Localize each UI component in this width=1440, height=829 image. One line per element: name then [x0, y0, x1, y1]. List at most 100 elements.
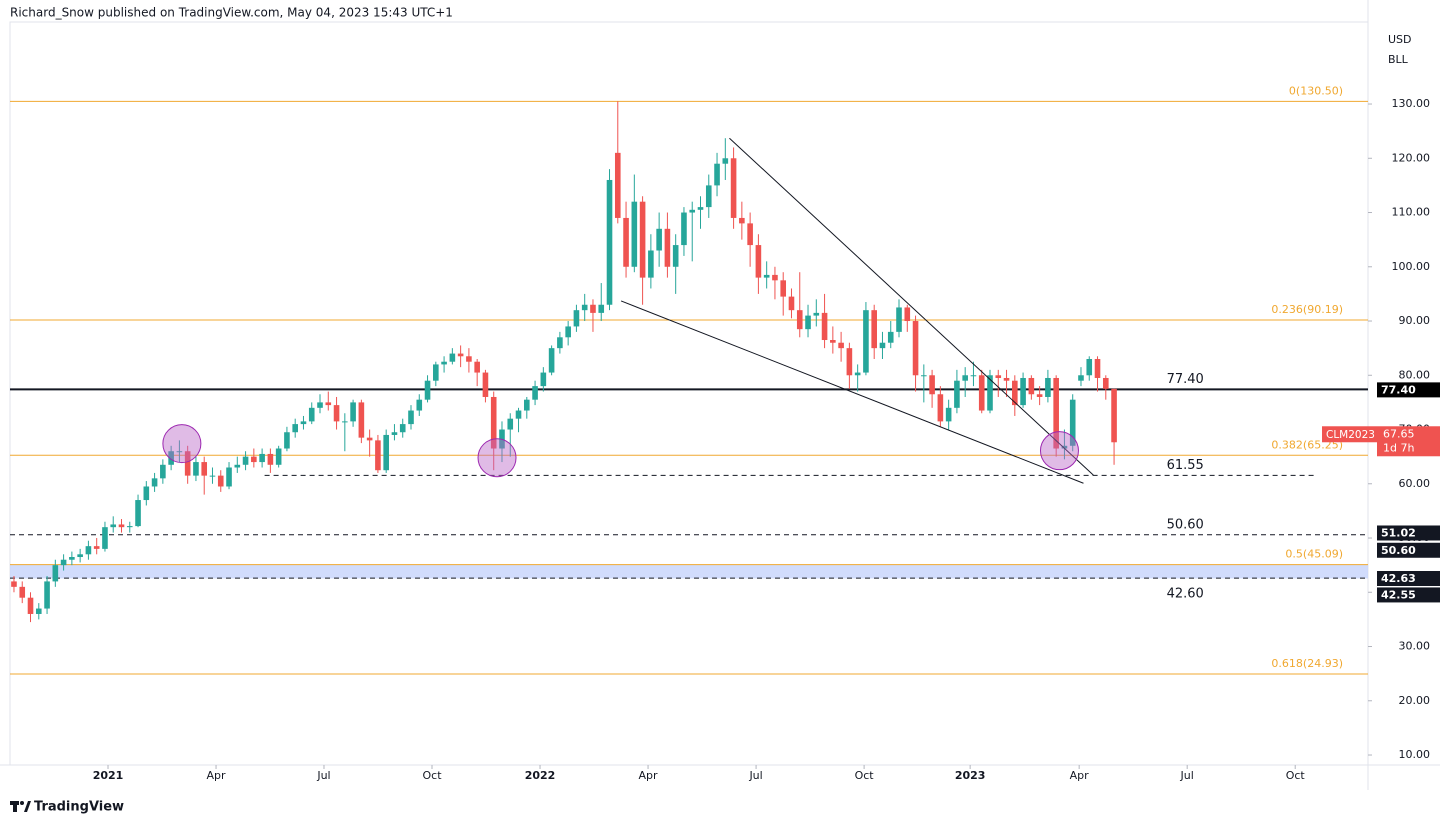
- candle-body: [1094, 358, 1101, 378]
- symbol-badge: [1322, 426, 1377, 443]
- candle-body: [424, 380, 431, 400]
- y-tick-label: 130.00: [1392, 97, 1431, 110]
- candle-body: [308, 407, 315, 422]
- y-tick-label: 80.00: [1399, 368, 1431, 381]
- candle-body: [1102, 377, 1109, 389]
- candle-body: [739, 217, 745, 224]
- candle-body: [648, 250, 654, 278]
- candle-body: [358, 402, 365, 438]
- fib-label: 0.618(24.93): [1271, 657, 1343, 670]
- candle-body: [540, 372, 547, 387]
- candle-body: [93, 546, 100, 549]
- candle-body: [193, 462, 199, 476]
- brand-logo: [10, 801, 31, 812]
- zone: [10, 564, 1368, 579]
- candle-body: [391, 432, 398, 435]
- axis-tag-label: 42.55: [1381, 588, 1416, 601]
- candle-body: [60, 559, 67, 566]
- candle-body: [945, 407, 952, 422]
- candle-body: [441, 361, 447, 365]
- fib-label: 0.236(90.19): [1271, 303, 1343, 316]
- candle-body: [598, 304, 605, 313]
- plot-frame: [9, 21, 1369, 766]
- candle-body: [937, 394, 944, 422]
- candle-body: [300, 421, 307, 425]
- candle-body: [1028, 377, 1035, 395]
- candle-body: [275, 448, 282, 465]
- candle-body: [27, 597, 34, 614]
- candle-body: [954, 380, 960, 408]
- currency: USD: [1388, 33, 1412, 46]
- candle-body: [1012, 380, 1018, 406]
- candle-body: [126, 526, 133, 528]
- candle-body: [896, 307, 902, 332]
- axis-tag-label: 51.02: [1381, 526, 1416, 539]
- candle-body: [19, 586, 26, 598]
- candle-body: [234, 464, 241, 468]
- candle-body: [466, 356, 472, 362]
- candle-body: [921, 375, 927, 377]
- candle-body: [929, 375, 935, 395]
- candle-body: [672, 245, 679, 267]
- candle-body: [689, 209, 696, 213]
- candle-body: [1061, 445, 1068, 449]
- y-tick-label: 60.00: [1399, 477, 1431, 490]
- candle-body: [863, 310, 869, 373]
- candle-body: [796, 310, 803, 330]
- candle-body: [143, 486, 150, 501]
- candle-body: [1078, 375, 1084, 381]
- level-label: 50.60: [1167, 517, 1204, 532]
- candle-body: [523, 399, 530, 411]
- candle-body: [573, 310, 580, 327]
- trendline: [729, 137, 1094, 476]
- candle-body: [408, 410, 414, 425]
- candle-body: [854, 372, 861, 376]
- candle-body: [168, 451, 174, 465]
- candle-body: [52, 565, 59, 582]
- x-tick-label: Oct: [1286, 769, 1306, 782]
- candle-body: [350, 402, 356, 422]
- candle-body: [557, 337, 563, 349]
- highlight-circle: [477, 438, 517, 478]
- fib-label: 0.5(45.09): [1285, 548, 1343, 561]
- candle-body: [548, 348, 555, 373]
- candle-body: [631, 201, 638, 267]
- candle-body: [995, 375, 1002, 378]
- candle-body: [1020, 377, 1026, 406]
- candle-body: [151, 478, 158, 487]
- candle-body: [755, 245, 762, 278]
- candle-body: [714, 163, 720, 186]
- x-tick-label: Jul: [316, 769, 330, 782]
- candle-body: [970, 375, 977, 377]
- x-tick-label: 2023: [955, 769, 986, 782]
- candle-body: [813, 312, 820, 316]
- candle-body: [416, 399, 423, 411]
- candle-body: [705, 185, 712, 208]
- candle-body: [581, 304, 588, 311]
- candle-body: [217, 475, 224, 487]
- candle-body: [209, 475, 216, 477]
- axis-tag: [1377, 525, 1440, 541]
- candle-body: [118, 524, 125, 528]
- candle-body: [284, 432, 290, 449]
- level-label: 42.60: [1167, 587, 1204, 602]
- axis-tag: [1377, 587, 1440, 603]
- candle-body: [366, 437, 373, 441]
- candle-body: [681, 212, 687, 246]
- candle-body: [325, 402, 332, 406]
- x-tick-label: Oct: [855, 769, 875, 782]
- candle-body: [606, 179, 613, 305]
- candle-body: [656, 228, 662, 251]
- x-tick-label: Apr: [207, 769, 227, 782]
- candle-body: [639, 201, 646, 278]
- candle-body: [664, 228, 671, 267]
- y-tick-label: 30.00: [1399, 640, 1431, 653]
- candle-body: [614, 152, 621, 218]
- candle-body: [962, 375, 968, 381]
- candle-body: [904, 307, 911, 322]
- candle-body: [490, 396, 497, 449]
- candle-body: [565, 326, 571, 338]
- x-tick-label: 2021: [93, 769, 124, 782]
- highlight-circle: [162, 424, 202, 464]
- axis-tag: [1377, 571, 1440, 587]
